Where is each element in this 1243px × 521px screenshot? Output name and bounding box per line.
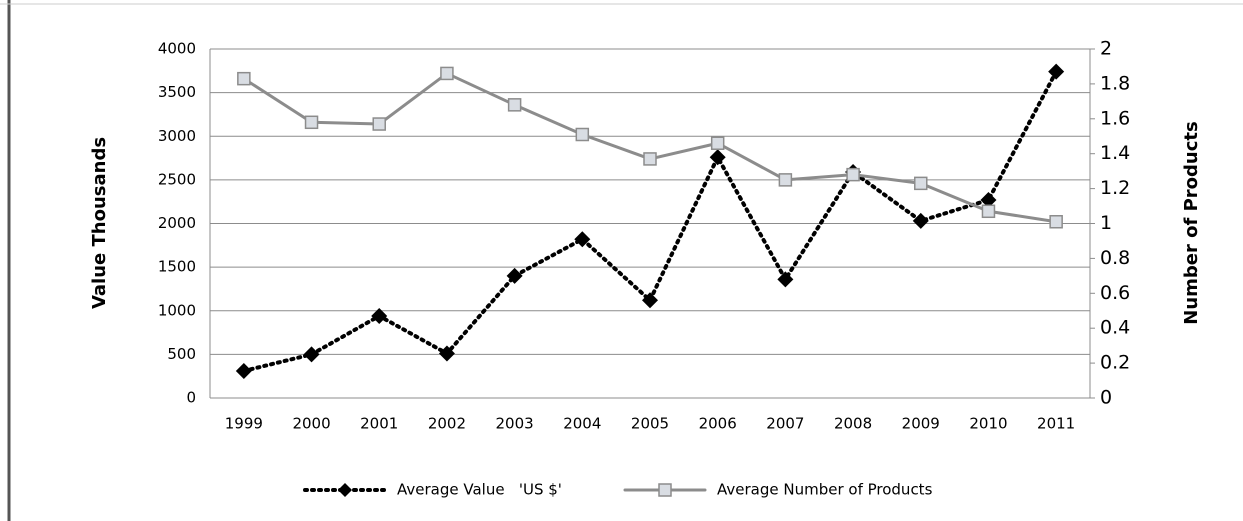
y2-tick-label: 0 [1100,387,1112,409]
series-marker [980,191,997,208]
series-marker [643,152,657,166]
x-tick-label: 2007 [766,415,804,433]
legend-label: Average Value 'US $' [397,481,562,499]
series-marker [506,267,523,284]
series-marker [575,127,590,142]
series-marker [709,149,726,166]
series-marker [642,292,658,309]
series-marker [710,136,725,150]
x-tick-label: 2006 [699,415,737,433]
y-tick-label: 3500 [158,83,196,101]
y-tick-label: 2500 [158,170,196,188]
y2-tick-label: 0.4 [1100,317,1130,339]
series-marker [235,362,252,379]
series-line [241,69,1059,373]
x-tick-label: 2009 [902,415,940,433]
series-marker [846,167,860,182]
series-marker [438,345,455,362]
x-tick-label: 1999 [225,415,263,433]
x-tick-label: 2010 [969,415,1007,433]
series-marker [574,231,591,248]
legend-marker [338,483,352,497]
series-marker [303,346,320,363]
y-tick-label: 2000 [158,214,196,232]
series-line [242,71,1058,224]
x-tick-label: 2004 [563,415,601,433]
legend-label: Average Number of Products [717,481,933,499]
series-marker [981,204,996,219]
y-tick-label: 1500 [158,258,196,276]
series-marker [1049,215,1063,229]
y2-tick-label: 1.2 [1100,177,1130,199]
y-tick-label: 500 [167,345,196,363]
x-tick-label: 2008 [834,415,872,433]
series-marker [237,71,251,86]
y2-tick-label: 1.6 [1100,107,1130,129]
series-marker [372,117,386,131]
y2-axis-title: Number of Products [1181,121,1202,324]
x-tick-label: 2000 [292,415,330,433]
series-marker [1048,63,1065,80]
series-marker [778,173,793,187]
series-marker [777,271,794,288]
y2-tick-label: 1.4 [1100,142,1130,164]
x-tick-label: 2005 [631,415,669,433]
y2-tick-label: 0.8 [1100,247,1130,269]
x-tick-label: 2011 [1037,415,1075,433]
y2-tick-label: 0.6 [1100,282,1130,304]
y2-tick-label: 0.2 [1100,352,1130,374]
y-tick-label: 4000 [158,40,196,58]
y2-tick-label: 2 [1100,38,1112,60]
y-tick-label: 0 [186,389,196,407]
x-tick-label: 2003 [496,415,534,433]
y2-tick-label: 1 [1100,212,1112,234]
y-axis-title: Value Thousands [89,137,110,309]
legend-marker [658,483,672,497]
series-marker [914,176,928,191]
series-marker [507,98,522,112]
y-tick-label: 1000 [158,301,196,319]
series-marker [304,115,319,130]
y2-tick-label: 1.8 [1100,72,1130,94]
x-tick-label: 2002 [428,415,466,433]
y-tick-label: 3000 [158,127,196,145]
series-marker [371,307,388,324]
series-marker [440,66,454,81]
x-tick-label: 2001 [360,415,398,433]
series-marker [912,212,929,229]
